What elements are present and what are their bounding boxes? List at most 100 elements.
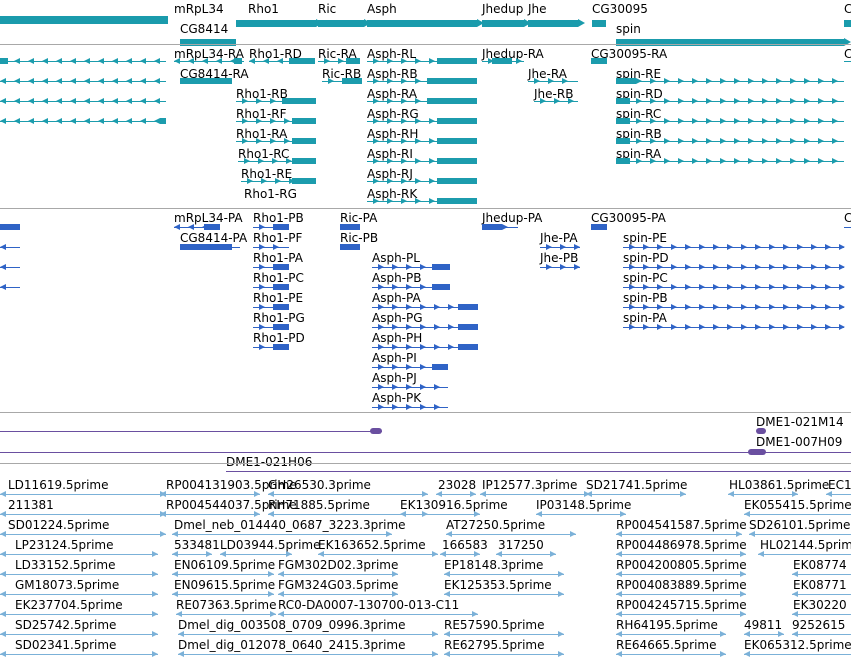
arrow-right-icon xyxy=(734,118,740,124)
est-label: FGM302D02.3prime xyxy=(278,558,399,572)
feature-exon-box xyxy=(340,244,360,250)
arrow-right-icon xyxy=(790,118,796,124)
feature-intron-line xyxy=(253,287,289,288)
arrow-left-icon xyxy=(98,78,104,84)
arrow-right-icon xyxy=(270,98,276,104)
arrow-right-icon xyxy=(790,78,796,84)
arrow-right-icon xyxy=(783,284,789,290)
arrow-right-icon xyxy=(804,138,810,144)
arrow-right-icon xyxy=(578,19,585,27)
arrow-right-icon xyxy=(748,138,754,144)
transcript-label: Asph-RH xyxy=(367,127,419,141)
est-label: EK08774 xyxy=(793,558,847,572)
gene-label: Jhedup xyxy=(482,2,524,16)
arrow-right-icon xyxy=(811,304,817,310)
arrow-right-icon xyxy=(273,244,279,250)
arrow-left-icon xyxy=(188,224,194,230)
arrow-right-icon xyxy=(356,78,362,84)
arrow-right-icon xyxy=(727,284,733,290)
arrow-right-icon xyxy=(392,364,398,370)
est-label: RC0-DA0007-130700-013-C11 xyxy=(278,598,460,612)
arrow-left-icon xyxy=(220,551,226,557)
arrow-left-icon xyxy=(616,651,622,657)
feature-intron-line xyxy=(616,101,844,102)
arrow-left-icon xyxy=(268,491,274,497)
feature-intron-line xyxy=(0,247,20,248)
arrow-left-icon xyxy=(188,58,194,64)
protein-label: Jhe-PB xyxy=(540,251,579,265)
arrow-right-icon xyxy=(741,244,747,250)
arrow-right-icon xyxy=(471,58,477,64)
arrow-right-icon xyxy=(415,178,421,184)
feature-intron-line xyxy=(367,101,477,102)
est-label: HL03861.5prime xyxy=(729,478,830,492)
arrow-left-icon xyxy=(0,118,6,124)
arrow-right-icon xyxy=(678,138,684,144)
arrow-right-icon xyxy=(378,304,384,310)
gene-label: Rho1 xyxy=(248,2,279,16)
arrow-left-icon xyxy=(98,58,104,64)
feature-intron-line xyxy=(253,247,289,248)
feature-exon-box xyxy=(273,264,289,270)
protein-label: CG8414-PA xyxy=(180,231,248,245)
arrow-right-icon xyxy=(720,631,726,637)
arrow-right-icon xyxy=(457,118,463,124)
arrow-right-icon xyxy=(420,404,426,410)
arrow-left-icon xyxy=(194,244,200,250)
protein-label: Asph-PI xyxy=(372,351,417,365)
arrow-right-icon xyxy=(534,78,540,84)
arrow-left-icon xyxy=(616,591,622,597)
arrow-right-icon xyxy=(740,611,746,617)
arrow-right-icon xyxy=(671,324,677,330)
arrow-left-icon xyxy=(278,611,284,617)
arrow-right-icon xyxy=(748,78,754,84)
arrow-right-icon xyxy=(477,19,484,27)
arrow-left-icon xyxy=(340,244,346,250)
est-line xyxy=(444,654,564,655)
arrow-right-icon xyxy=(471,118,477,124)
est-line xyxy=(0,534,166,535)
arrow-right-icon xyxy=(699,284,705,290)
arrow-right-icon xyxy=(406,384,412,390)
arrow-right-icon xyxy=(443,138,449,144)
arrow-right-icon xyxy=(790,158,796,164)
feature-intron-line xyxy=(623,247,844,248)
arrow-left-icon xyxy=(42,78,48,84)
arrow-right-icon xyxy=(270,611,276,617)
arrow-right-icon xyxy=(273,284,279,290)
arrow-right-icon xyxy=(546,244,552,250)
protein-label: Asph-PA xyxy=(372,291,421,305)
est-label: EK125353.5prime xyxy=(444,578,552,592)
arrow-right-icon xyxy=(261,178,267,184)
est-line xyxy=(444,634,564,635)
arrow-right-icon xyxy=(415,118,421,124)
arrow-right-icon xyxy=(650,118,656,124)
arrow-right-icon xyxy=(401,58,407,64)
est-label: RH64195.5prime xyxy=(616,618,718,632)
arrow-left-icon xyxy=(112,78,118,84)
est-line xyxy=(616,534,742,535)
feature-exon-box xyxy=(432,264,450,270)
est-line xyxy=(0,634,158,635)
gene-label: C xyxy=(844,2,851,16)
arrow-right-icon xyxy=(720,651,726,657)
est-line xyxy=(616,574,746,575)
feature-exon-box xyxy=(458,344,478,350)
est-line xyxy=(744,634,784,635)
feature-intron-line xyxy=(367,161,477,162)
arrow-right-icon xyxy=(256,138,262,144)
arrow-right-icon xyxy=(792,491,798,497)
arrow-left-icon xyxy=(172,531,178,537)
arrow-left-icon xyxy=(194,78,200,84)
est-label: 317250 xyxy=(498,538,544,552)
arrow-right-icon xyxy=(818,138,824,144)
arrow-right-icon xyxy=(657,244,663,250)
est-label: LP23124.5prime xyxy=(15,538,114,552)
arrow-right-icon xyxy=(762,158,768,164)
arrow-right-icon xyxy=(387,178,393,184)
feature-intron-line xyxy=(253,347,289,348)
arrow-left-icon xyxy=(98,98,104,104)
protein-label: Rho1-PA xyxy=(253,251,303,265)
feature-intron-line xyxy=(616,121,844,122)
arrow-right-icon xyxy=(448,344,454,350)
